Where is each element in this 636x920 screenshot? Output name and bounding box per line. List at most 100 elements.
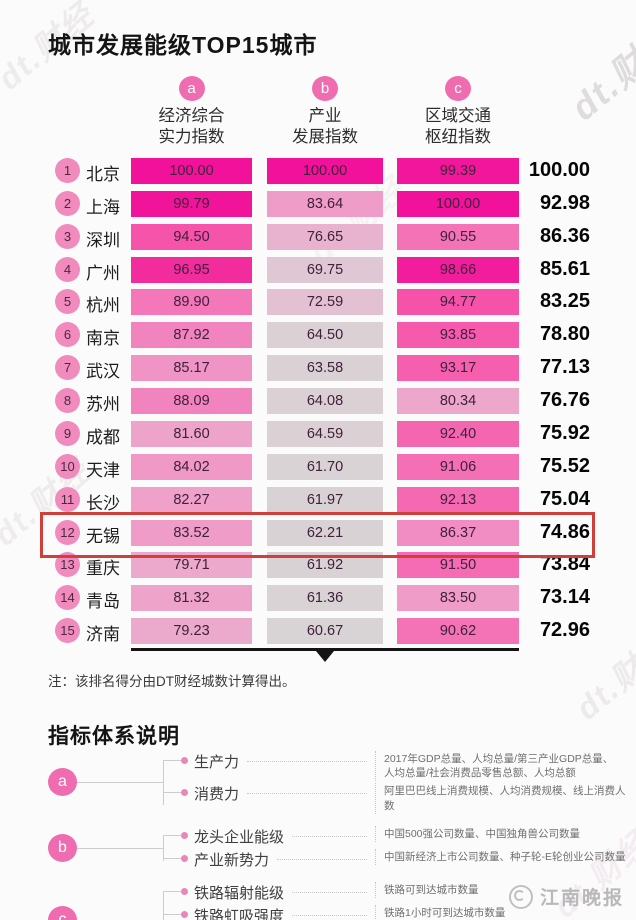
highlight-ring	[40, 512, 595, 558]
dotted-leader	[292, 882, 367, 893]
total-score: 86.36	[539, 225, 590, 247]
column-header-label: 发展指数	[292, 128, 358, 146]
table-row: 10 天津 84.02 61.70 91.06 75.52	[0, 451, 636, 484]
badge-c: c	[445, 76, 471, 101]
total-score: 76.76	[539, 389, 590, 411]
score-cell: 91.06	[397, 454, 519, 480]
score-cell: 92.40	[397, 421, 519, 447]
score-cell: 80.34	[397, 388, 519, 414]
score-cell: 93.85	[397, 322, 519, 348]
total-score: 73.84	[539, 553, 590, 575]
rank-badge: 10	[55, 454, 80, 479]
score-cell: 81.60	[131, 421, 252, 447]
legend-branch: 生产力 2017年GDP总量、人均总量/第三产业GDP总量、 人均总量/社会消费品零…	[163, 750, 630, 782]
dotted-leader	[292, 826, 367, 837]
score-cell: 60.67	[267, 618, 383, 644]
city-name: 深圳	[86, 231, 120, 250]
table-row: 12 无锡 83.52 62.21 86.37 74.86	[0, 512, 636, 558]
legend-branch-label: 生产力	[194, 754, 240, 771]
legend-desc-line: 铁路可到达城市数量	[384, 883, 479, 896]
total-score: 75.52	[539, 455, 590, 477]
rank-badge: 4	[55, 257, 80, 282]
score-cell: 69.75	[267, 257, 383, 283]
dt-caijing-watermark: dt.财经	[563, 15, 636, 129]
city-name: 长沙	[86, 494, 120, 513]
legend-branch: 铁路辐射能级 铁路可到达城市数量	[163, 881, 630, 904]
city-name: 南京	[86, 329, 120, 348]
legend-branch-label: 铁路辐射能级	[194, 884, 285, 902]
dotted-leader	[247, 751, 367, 762]
table-row: 9 成都 81.60 64.59 92.40 75.92	[0, 418, 636, 451]
connector-line	[163, 834, 181, 836]
table-row: 8 苏州 88.09 64.08 80.34 76.76	[0, 385, 636, 418]
rank-badge: 3	[55, 224, 80, 249]
score-cell: 72.59	[267, 289, 383, 315]
legend-branches: 龙头企业能级 中国500强公司数量、中国独角兽公司数量 产业新势力 中国新经济上市公司…	[163, 825, 630, 871]
city-name: 杭州	[86, 296, 120, 315]
city-name: 重庆	[86, 559, 120, 578]
total-score: 83.25	[539, 290, 590, 312]
score-cell: 64.50	[267, 322, 383, 348]
legend-desc-line: 2017年GDP总量、人均总量/第三产业GDP总量、	[384, 753, 614, 765]
column-header-label: 经济综合	[158, 107, 225, 125]
total-score: 77.13	[539, 356, 590, 378]
score-cell: 94.50	[131, 224, 252, 250]
rank-badge: 1	[55, 158, 80, 183]
city-name: 无锡	[86, 527, 120, 546]
connector-line	[163, 913, 181, 915]
legend-section-title: 指标体系说明	[48, 725, 180, 748]
city-name: 青岛	[86, 592, 120, 611]
score-cell: 81.32	[131, 585, 252, 611]
legend-branch-label: 铁路虹吸强度	[194, 907, 285, 920]
score-cell: 90.62	[397, 618, 519, 644]
score-cell: 96.95	[131, 257, 252, 283]
score-cell: 83.64	[267, 191, 383, 217]
city-name: 苏州	[86, 395, 120, 414]
score-cell: 82.27	[131, 487, 252, 513]
total-score: 92.98	[539, 192, 590, 214]
dotted-leader	[292, 905, 367, 916]
dotted-leader	[247, 783, 367, 795]
legend-branch-label: 龙头企业能级	[194, 828, 285, 846]
bullet-dot-icon	[181, 757, 188, 764]
logo-text: 江南晚报	[539, 888, 624, 909]
rank-badge: 9	[55, 421, 80, 446]
score-cell: 83.50	[397, 585, 519, 611]
score-cell: 100.00	[131, 158, 252, 184]
down-triangle-marker	[316, 651, 334, 662]
score-cell: 100.00	[397, 191, 519, 217]
rank-badge: 15	[55, 618, 80, 643]
connector-line	[163, 890, 181, 892]
legend-branch-label: 消费力	[194, 786, 240, 804]
badge-a: a	[178, 76, 205, 101]
legend-group-a: a 生产力 2017年GDP总量、人均总量/第三产业GDP总量、 人均总量/社会消费品…	[48, 750, 630, 815]
bullet-dot-icon	[181, 789, 188, 797]
column-header-b: b 产业 发展指数	[267, 76, 383, 148]
city-name: 天津	[86, 461, 120, 480]
score-cell: 88.09	[131, 388, 252, 414]
indicator-legend: a 生产力 2017年GDP总量、人均总量/第三产业GDP总量、 人均总量/社会消费品…	[48, 750, 630, 920]
rank-badge: 8	[55, 388, 80, 413]
connector-line	[77, 782, 163, 784]
column-header-a: a 经济综合 实力指数	[131, 76, 252, 148]
total-score: 85.61	[539, 258, 590, 280]
legend-branch-desc: 2017年GDP总量、人均总量/第三产业GDP总量、 人均总量/社会消费品零售总额…	[375, 751, 630, 782]
legend-desc-line: 人均总量/社会消费品零售总额、人均总额	[384, 767, 576, 780]
score-cell: 98.66	[397, 257, 519, 283]
legend-badge-a: a	[48, 768, 77, 797]
column-header-label: 枢纽指数	[425, 128, 491, 146]
table-row: 1 北京 100.00 100.00 99.39 100.00	[0, 155, 636, 188]
total-score: 100.00	[528, 159, 590, 181]
score-cell: 94.77	[397, 289, 519, 315]
score-cell: 93.17	[397, 355, 519, 381]
newspaper-bird-icon	[508, 884, 533, 909]
table-row: 11 长沙 82.27 61.97 92.13 75.04	[0, 484, 636, 517]
score-cell: 99.39	[397, 158, 519, 184]
total-score: 75.92	[539, 422, 590, 444]
score-cell: 63.58	[267, 355, 383, 381]
rank-badge: 14	[55, 585, 80, 610]
badge-b: b	[312, 76, 338, 101]
rank-badge: 7	[55, 355, 80, 380]
city-name: 成都	[86, 428, 120, 447]
score-cell: 84.02	[131, 454, 252, 480]
